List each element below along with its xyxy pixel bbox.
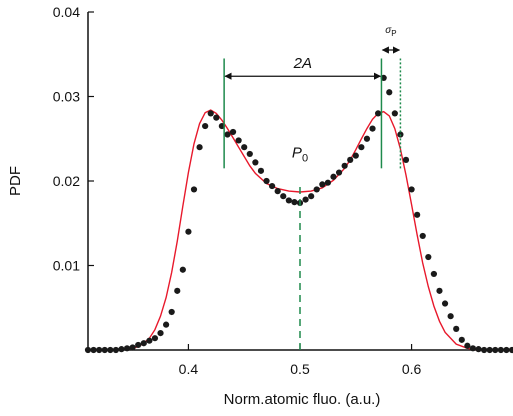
data-point [280,193,287,200]
data-point [358,144,365,151]
data-point [492,346,499,354]
data-point [481,346,488,354]
data-point [330,173,337,180]
data-point [163,321,170,328]
data-point [151,335,159,342]
data-point [425,253,432,261]
data-point [285,197,292,204]
data-point [146,337,153,344]
data-point [112,346,119,354]
data-point [252,159,259,166]
y-tick-label: 0.01 [53,258,80,274]
data-point [202,122,209,130]
data-point [441,300,449,307]
data-point [324,179,331,186]
data-point [179,266,186,273]
data-point [464,342,471,349]
data-point [308,193,315,200]
x-axis-title: Norm.atomic fluo. (a.u.) [224,391,381,408]
data-point [246,150,253,158]
data-point [269,182,276,190]
data-point [107,346,114,354]
label-2a: 2A [293,55,312,72]
data-point [486,346,493,354]
data-point [274,188,281,195]
y-ticks: 0.01 0.02 0.03 0.04 [53,4,94,274]
data-point [335,169,343,176]
data-point [469,345,477,352]
data-points [84,74,513,354]
data-point [135,341,142,349]
data-point [313,186,320,193]
label-sigma-main: σ [385,25,392,36]
x-tick-label: 0.5 [290,361,310,377]
data-point [123,345,131,352]
data-point [90,346,97,354]
data-point [302,196,309,203]
label-p0-main: P [292,144,302,161]
data-point [190,186,198,193]
data-point [497,346,504,354]
data-point [241,144,248,151]
data-point [118,346,125,353]
data-point [375,110,382,117]
data-point [508,346,513,354]
data-point [257,167,265,174]
data-point [503,346,510,354]
x-tick-label: 0.4 [179,361,199,377]
y-tick-label: 0.04 [53,4,80,20]
data-point [101,346,108,354]
label-p0: P0 [292,144,308,164]
data-point [174,287,181,294]
label-sigma: σP [385,25,396,38]
data-point [447,313,454,320]
data-point [436,287,443,294]
data-point [235,137,242,144]
data-point [458,336,465,343]
data-point [185,228,192,235]
label-p0-sub: 0 [302,152,308,164]
data-point [291,199,298,206]
data-point [386,89,393,96]
data-point [453,325,460,332]
data-point [140,340,147,347]
data-point [352,152,359,159]
data-point [414,211,421,218]
fit-curve [88,109,512,351]
x-ticks: 0.4 0.5 0.6 [179,344,422,377]
data-point [263,177,270,185]
data-point [196,144,203,151]
data-point [430,270,437,278]
data-point [391,110,398,117]
data-point [129,344,136,351]
label-sigma-sub: P [391,29,396,38]
data-point [363,135,371,142]
data-point [96,346,103,354]
data-point [157,330,164,337]
data-point [419,232,426,240]
data-point [229,128,237,136]
data-point [168,308,175,316]
marker-lines [223,46,402,350]
data-point [475,346,482,353]
data-point [224,131,231,138]
data-point [84,346,92,354]
x-tick-label: 0.6 [402,361,422,377]
y-tick-label: 0.02 [53,173,80,189]
y-tick-label: 0.03 [53,89,80,105]
data-point [408,186,415,193]
data-point [207,110,214,117]
y-axis-title: PDF [7,166,24,196]
data-point [347,156,354,163]
data-point [369,125,376,132]
data-point [341,162,348,169]
data-point [402,156,410,163]
data-point [319,181,326,188]
data-point [213,114,220,121]
